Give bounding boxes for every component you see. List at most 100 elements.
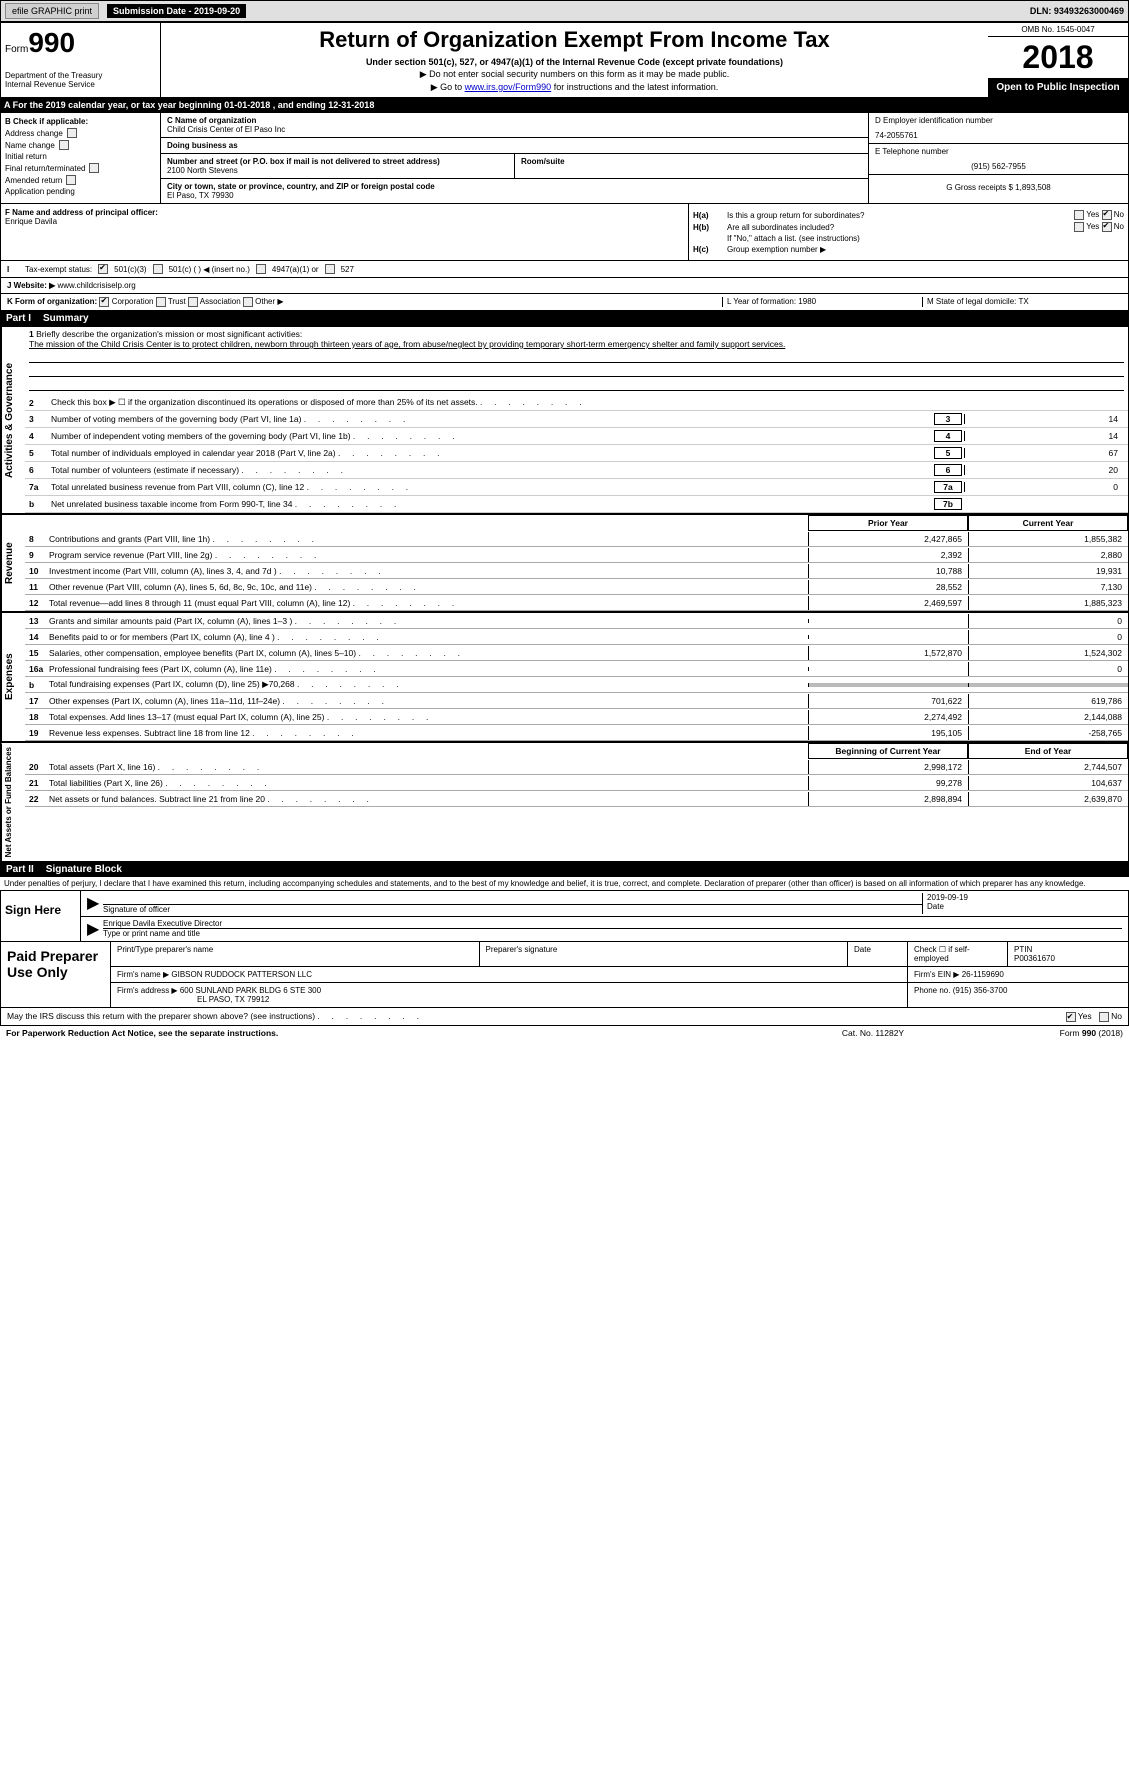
ein-lbl: D Employer identification number [875,116,1122,125]
section-bc: B Check if applicable: Address change Na… [0,112,1129,204]
hdr-beginning: Beginning of Current Year [808,743,968,759]
hb-yes-box[interactable] [1074,222,1084,232]
hb-no-box[interactable] [1102,222,1112,232]
org-name-cell: C Name of organization Child Crisis Cent… [161,113,868,138]
discuss-no-box[interactable] [1099,1012,1109,1022]
prep-date-lbl: Date [854,945,871,954]
501c-box[interactable] [153,264,163,274]
part2-num: Part II [6,864,34,875]
opt-527: 527 [341,265,354,274]
opt-trust: Trust [168,297,186,306]
chk-address: Address change [5,129,63,138]
hdr-prior: Prior Year [808,515,968,531]
ha-no-box[interactable] [1102,210,1112,220]
form-title: Return of Organization Exempt From Incom… [165,27,984,53]
4947-box[interactable] [256,264,266,274]
irs-link[interactable]: www.irs.gov/Form990 [465,82,552,92]
part1-num: Part I [6,313,31,324]
hb-no: No [1114,222,1124,231]
chk-amended-box[interactable] [66,175,76,185]
sign-here-label: Sign Here [1,891,81,941]
discuss-yes: Yes [1078,1011,1092,1021]
paperwork-notice: For Paperwork Reduction Act Notice, see … [6,1028,773,1038]
ein-cell: D Employer identification number 74-2055… [869,113,1128,144]
chk-name: Name change [5,141,55,150]
open-to-public: Open to Public Inspection [988,78,1128,97]
chk-final-box[interactable] [89,163,99,173]
tax-year: 2018 [988,37,1128,78]
department: Department of the Treasury Internal Reve… [5,71,156,89]
mission-text: The mission of the Child Crisis Center i… [29,339,785,349]
header-middle: Return of Organization Exempt From Incom… [161,23,988,97]
header-right: OMB No. 1545-0047 2018 Open to Public In… [988,23,1128,97]
mission-lbl: Briefly describe the organization's miss… [36,329,302,339]
data-line: bTotal fundraising expenses (Part IX, co… [25,677,1128,693]
firm-ein: 26-1159690 [962,970,1004,979]
hdr-end: End of Year [968,743,1128,759]
penalties-text: Under penalties of perjury, I declare th… [0,877,1129,890]
assoc-box[interactable] [188,297,198,307]
submission-date: Submission Date - 2019-09-20 [107,4,246,18]
sig-officer-lbl: Signature of officer [103,905,170,914]
signature-section: Sign Here ▶ Signature of officer 2019-09… [0,890,1129,942]
data-line: 12Total revenue—add lines 8 through 11 (… [25,595,1128,611]
city-cell: City or town, state or province, country… [161,179,868,203]
revenue-section: Revenue Prior Year Current Year 8Contrib… [0,514,1129,612]
data-line: 21Total liabilities (Part X, line 26)99,… [25,775,1128,791]
data-line: 19Revenue less expenses. Subtract line 1… [25,725,1128,741]
dba-cell: Doing business as [161,138,868,154]
sub3-post: for instructions and the latest informat… [551,82,718,92]
data-line: 17Other expenses (Part IX, column (A), l… [25,693,1128,709]
form-org-lbl: K Form of organization: [7,297,97,306]
mission-line2 [29,365,1124,377]
chk-pending: Application pending [5,187,75,196]
sub3-pre: ▶ Go to [431,82,465,92]
firm-addr2: EL PASO, TX 79912 [117,995,269,1004]
mission-line1 [29,351,1124,363]
activity-line: 5Total number of individuals employed in… [25,445,1128,462]
org-name-lbl: C Name of organization [167,116,862,125]
ha-yes-box[interactable] [1074,210,1084,220]
row-k: K Form of organization: Corporation Trus… [0,294,1129,311]
discuss-yes-box[interactable] [1066,1012,1076,1022]
header-left: Form990 Department of the Treasury Inter… [1,23,161,97]
chk-name-box[interactable] [59,140,69,150]
vlabel-revenue: Revenue [1,515,25,611]
data-line: 9Program service revenue (Part VIII, lin… [25,547,1128,563]
topbar: efile GRAPHIC print Submission Date - 20… [0,0,1129,22]
firm-phone: (915) 356-3700 [953,986,1008,995]
form-label: Form [5,44,28,55]
officer-name: Enrique Davila [5,217,684,226]
part1-header: Part I Summary [0,311,1129,326]
corp-box[interactable] [99,297,109,307]
form-number: Form990 [5,27,156,59]
subtitle-1: Under section 501(c), 527, or 4947(a)(1)… [165,57,984,67]
discuss-no: No [1111,1011,1122,1021]
mission-num: 1 [29,329,34,339]
gross-receipts: G Gross receipts $ 1,893,508 [946,183,1051,192]
501c3-box[interactable] [98,264,108,274]
data-line: 18Total expenses. Add lines 13–17 (must … [25,709,1128,725]
sig-arrow1: ▶ [87,893,103,914]
part2-header: Part II Signature Block [0,862,1129,877]
chk-initial: Initial return [5,152,47,161]
activity-line: 3Number of voting members of the governi… [25,411,1128,428]
data-line: 8Contributions and grants (Part VIII, li… [25,531,1128,547]
room-cell: Room/suite [514,154,868,179]
chk-address-box[interactable] [67,128,77,138]
efile-button[interactable]: efile GRAPHIC print [5,3,99,19]
sig-name: Enrique Davila Executive Director [103,919,1122,929]
row-fh: F Name and address of principal officer:… [0,204,1129,261]
firm-addr: 600 SUNLAND PARK BLDG 6 STE 300 [180,986,321,995]
activity-line: 6Total number of volunteers (estimate if… [25,462,1128,479]
opt-501c: 501(c) ( ) ◀ (insert no.) [169,265,250,274]
street-cell: Number and street (or P.O. box if mail i… [161,154,514,179]
activity-line: 2Check this box ▶ ☐ if the organization … [25,395,1128,411]
other-box[interactable] [243,297,253,307]
hb-yes: Yes [1086,222,1099,231]
expenses-section: Expenses 13Grants and similar amounts pa… [0,612,1129,742]
trust-box[interactable] [156,297,166,307]
527-box[interactable] [325,264,335,274]
data-line: 15Salaries, other compensation, employee… [25,645,1128,661]
prep-name-lbl: Print/Type preparer's name [117,945,213,954]
